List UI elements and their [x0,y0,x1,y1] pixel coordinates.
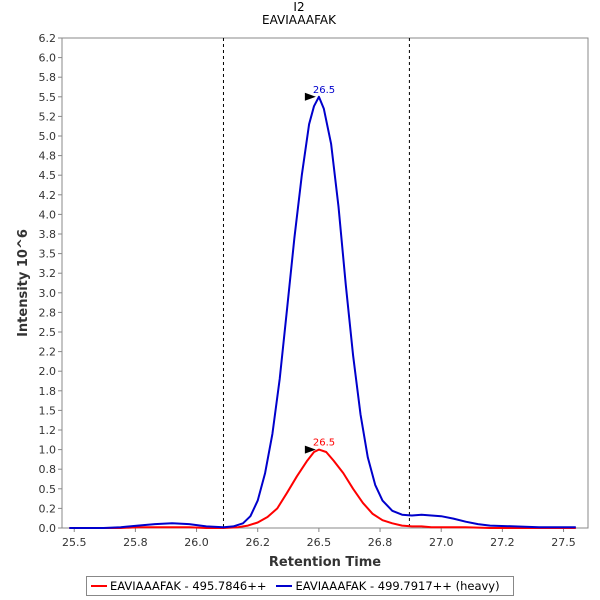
x-tick-label: 26.5 [307,536,332,549]
peak-arrow-icon [304,445,316,454]
series-line-heavy [69,95,576,529]
y-tick-label: 0.0 [39,522,57,535]
x-tick-label: 25.8 [123,536,148,549]
x-tick-label: 25.5 [62,536,87,549]
y-tick-label: 1.8 [39,385,57,398]
y-tick-label: 1.5 [39,404,57,417]
y-tick-label: 4.8 [39,150,57,163]
y-tick-label: 0.2 [39,502,57,515]
x-tick-label: 27.2 [490,536,515,549]
peak-arrow-icon [304,92,316,101]
chart-subtitle: EAVIAAAFAK [262,13,337,27]
y-tick-label: 1.2 [39,424,57,437]
x-tick-label: 26.0 [184,536,209,549]
peak-label-heavy: 26.5 [313,85,335,96]
x-axis-label: Retention Time [269,555,381,570]
legend: EAVIAAAFAK - 495.7846++ EAVIAAAFAK - 499… [86,576,514,596]
y-tick-label: 0.8 [39,463,57,476]
legend-item-light: EAVIAAAFAK - 495.7846++ [91,579,266,593]
y-tick-label: 3.2 [39,267,57,280]
legend-item-heavy: EAVIAAAFAK - 499.7917++ (heavy) [276,579,500,593]
peak-annotations: 26.5 26.5 [304,85,335,454]
y-axis: 0.0 0.2 0.5 0.8 1.0 1.2 1.5 1.8 2.0 2.2 2.5 2.8 3.0 3… [39,32,62,535]
y-tick-label: 2.0 [39,365,57,378]
y-tick-label: 0.5 [39,483,57,496]
y-tick-label: 4.0 [39,208,57,221]
y-tick-label: 5.5 [39,91,57,104]
series-line-light [69,448,576,529]
plot-area[interactable] [61,37,589,529]
y-tick-label: 5.2 [39,110,57,123]
legend-label-light: EAVIAAAFAK - 495.7846++ [110,579,267,593]
y-axis-label: Intensity 10^6 [16,229,31,337]
x-axis: 25.5 25.8 26.0 26.2 26.5 26.8 27.0 27.2 27.5 [62,528,576,549]
y-tick-label: 5.8 [39,71,57,84]
chart-title: I2 [293,0,304,14]
y-tick-label: 2.5 [39,326,57,339]
y-tick-label: 4.2 [39,189,57,202]
y-tick-label: 2.8 [39,306,57,319]
y-tick-label: 3.5 [39,248,57,261]
legend-label-heavy: EAVIAAAFAK - 499.7917++ (heavy) [295,579,500,593]
y-tick-label: 2.2 [39,346,57,359]
series-layer [69,95,576,529]
x-tick-label: 27.0 [429,536,454,549]
y-tick-label: 3.0 [39,287,57,300]
y-tick-label: 6.2 [39,32,57,45]
y-tick-label: 5.0 [39,130,57,143]
x-tick-label: 26.2 [245,536,270,549]
y-tick-label: 1.0 [39,444,57,457]
peak-label-light: 26.5 [313,438,335,449]
legend-swatch-red [91,585,107,587]
y-tick-label: 6.0 [39,52,57,65]
y-tick-label: 3.8 [39,228,57,241]
integration-boundaries [222,38,410,528]
x-tick-label: 27.5 [551,536,576,549]
legend-swatch-blue [276,585,293,587]
y-tick-label: 4.5 [39,169,57,182]
x-tick-label: 26.8 [368,536,393,549]
